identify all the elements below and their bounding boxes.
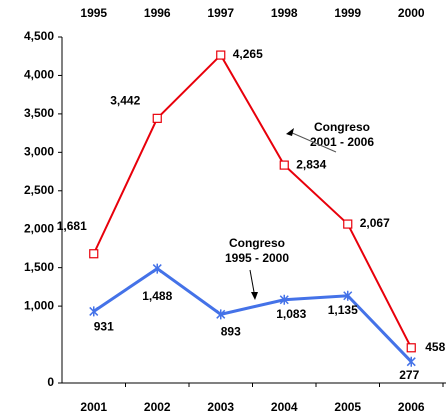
marker [216, 50, 226, 60]
marker [89, 306, 99, 317]
annotation: Congreso [229, 236, 285, 250]
top-x-label: 1999 [334, 6, 361, 20]
x-tick-label: 2001 [80, 400, 107, 414]
arrow-head [286, 128, 294, 136]
marker [152, 263, 162, 274]
marker [279, 160, 289, 170]
y-tick-label: 1,000 [24, 298, 54, 312]
series-line [92, 53, 413, 349]
data-label: 277 [399, 368, 419, 382]
x-tick-label: 2003 [207, 400, 234, 414]
data-label: 931 [94, 320, 114, 334]
data-label: 458 [425, 340, 445, 354]
data-label: 1,681 [57, 219, 87, 233]
data-label: 2,067 [360, 216, 390, 230]
data-label: 3,442 [110, 94, 140, 108]
marker [343, 219, 353, 229]
series-line [92, 266, 413, 363]
arrow-head [251, 292, 258, 300]
data-label: 893 [221, 325, 241, 339]
y-tick-label: 3,500 [24, 106, 54, 120]
y-tick-label: 1,500 [24, 260, 54, 274]
top-x-label: 1997 [207, 6, 234, 20]
marker [89, 249, 99, 259]
x-tick-label: 2004 [271, 400, 298, 414]
x-tick-label: 2006 [398, 400, 425, 414]
data-label: 1,488 [142, 289, 172, 303]
annotation: 1995 - 2000 [225, 251, 289, 265]
y-tick-label: 3,000 [24, 145, 54, 159]
x-tick-label: 2002 [144, 400, 171, 414]
y-tick-label: 2,000 [24, 221, 54, 235]
top-x-label: 1996 [144, 6, 171, 20]
data-label: 1,135 [328, 303, 358, 317]
data-label: 2,834 [296, 157, 326, 171]
annotation: 2001 - 2006 [310, 135, 374, 149]
marker [406, 356, 416, 367]
annotation-arrow [289, 131, 337, 153]
y-tick-label: 2,500 [24, 183, 54, 197]
marker [152, 113, 162, 123]
y-tick-label: 0 [47, 375, 54, 389]
top-x-label: 1995 [80, 6, 107, 20]
marker [216, 309, 226, 320]
data-label: 4,265 [233, 47, 263, 61]
annotation: Congreso [314, 120, 370, 134]
marker [406, 343, 416, 353]
x-tick-label: 2005 [334, 400, 361, 414]
marker [279, 294, 289, 305]
y-tick-label: 4,500 [24, 29, 54, 43]
annotation-arrow [249, 269, 255, 293]
marker [343, 290, 353, 301]
data-label: 1,083 [276, 307, 306, 321]
top-x-label: 2000 [398, 6, 425, 20]
top-x-label: 1998 [271, 6, 298, 20]
y-tick-label: 4,000 [24, 68, 54, 82]
